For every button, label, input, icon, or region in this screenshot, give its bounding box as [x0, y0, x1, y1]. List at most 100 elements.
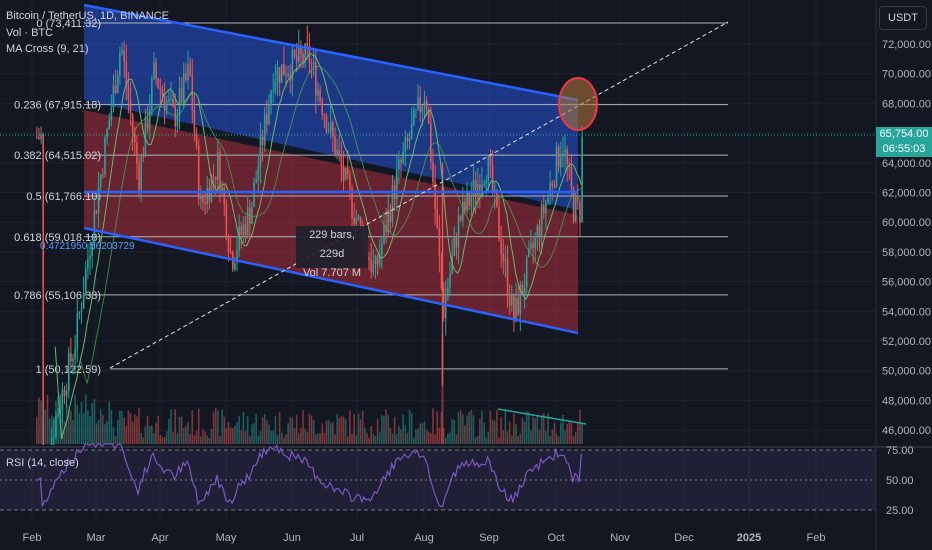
candle-body: [312, 62, 315, 65]
volume-bar: [536, 414, 539, 444]
time-tick-label: Apr: [151, 532, 168, 544]
volume-bar: [383, 416, 385, 444]
rsi-indicator-label[interactable]: RSI (14, close): [6, 457, 79, 469]
volume-bar: [562, 415, 564, 444]
channel-upper-line[interactable]: [83, 3, 579, 102]
candle-body: [72, 358, 74, 362]
candle-body: [370, 259, 373, 273]
volume-bar: [297, 432, 300, 444]
candle-body: [63, 389, 66, 397]
volume-bar: [251, 424, 253, 444]
volume-bar: [304, 428, 306, 444]
candle-body: [146, 117, 149, 129]
candle-body: [372, 264, 375, 273]
price-axis[interactable]: 72,000.0070,000.0068,000.0066,000.0064,0…: [882, 39, 931, 437]
candle-body: [50, 437, 53, 445]
volume-bar: [334, 434, 336, 444]
highlight-ellipse[interactable]: [558, 77, 598, 131]
candle-body: [200, 196, 202, 200]
volume-bar: [359, 419, 362, 444]
candle-body: [491, 165, 494, 193]
candle-body: [76, 313, 79, 349]
volume-bar: [351, 433, 353, 444]
volume-bar: [84, 394, 87, 444]
candle-body: [504, 258, 507, 262]
volume-bar: [212, 411, 215, 444]
measure-volume: Vol 7.707 M: [302, 267, 362, 279]
volume-bar: [400, 429, 402, 444]
candle-body: [42, 133, 44, 445]
volume-bar: [408, 409, 411, 444]
time-tick-label: 2025: [737, 532, 761, 544]
volume-bar: [82, 413, 85, 444]
volume-bar: [44, 409, 47, 444]
volume-bar: [219, 436, 221, 444]
channel-lower-line[interactable]: [83, 226, 579, 335]
candle-body: [204, 202, 206, 205]
currency-button[interactable]: USDT: [879, 6, 927, 30]
volume-trend-line[interactable]: [497, 408, 587, 425]
volume-bar: [61, 404, 64, 444]
candle-body: [266, 114, 268, 124]
volume-bar: [374, 435, 377, 444]
candle-body: [357, 216, 360, 219]
candle-body: [227, 238, 230, 253]
volume-bar: [78, 413, 81, 444]
candle-body: [549, 183, 551, 195]
dashed-trend-line[interactable]: [109, 21, 729, 369]
volume-bar: [413, 437, 415, 444]
last-price-tag: 65,754.00 06:55:03: [876, 127, 932, 157]
candle-body: [208, 187, 211, 202]
candle-body: [572, 188, 575, 222]
fib-retracement[interactable]: 0 (73,411.32) 0.236 (67,915.18) 0.382 (64,…: [14, 18, 728, 376]
volume-bar: [500, 417, 502, 444]
candle-body: [551, 183, 554, 186]
volume-bar: [470, 409, 473, 444]
volume-bar: [127, 410, 130, 444]
candle-body: [40, 133, 42, 139]
volume-bar: [182, 427, 185, 444]
volume-bar: [287, 423, 289, 444]
price-tick-label: 62,000.00: [882, 188, 931, 200]
candle-body: [131, 114, 134, 134]
time-tick-label: Feb: [807, 532, 826, 544]
candle-body: [172, 98, 174, 107]
candle-body: [229, 252, 232, 254]
candle-body: [547, 194, 549, 202]
candle-body: [55, 416, 57, 438]
volume-bar: [174, 409, 177, 444]
volume-bar: [202, 428, 204, 444]
candle-body: [214, 176, 217, 180]
candle-body: [485, 181, 488, 184]
candle-body: [78, 311, 81, 314]
measure-tool-box[interactable]: 229 bars, 229d Vol 7.707 M: [296, 226, 368, 279]
volume-bar: [240, 430, 243, 444]
time-axis[interactable]: Feb Mar Apr May Jun Jul Aug Sep Oct Nov Dec 2025 Feb: [23, 532, 826, 544]
candle-body: [178, 87, 181, 116]
rsi-pane: 75.00 50.00 25.00: [0, 443, 914, 517]
candle-body: [368, 256, 370, 260]
candle-body: [161, 88, 164, 96]
volume-bar: [153, 433, 155, 444]
candle-body: [144, 117, 147, 157]
volume-bar: [144, 426, 147, 444]
volume-indicator-label[interactable]: Vol · BTC: [6, 27, 54, 39]
candle-body: [59, 409, 62, 415]
candle-body: [536, 225, 539, 237]
candle-body: [400, 159, 402, 163]
candle-body: [123, 50, 125, 62]
volume-bar: [208, 437, 211, 444]
candle-body: [136, 142, 138, 164]
candle-body: [395, 169, 398, 200]
candle-body: [310, 63, 313, 65]
volume-bar: [289, 417, 292, 444]
ma-cross-indicator-label[interactable]: MA Cross (9, 21): [6, 43, 89, 55]
volume-bar: [438, 427, 441, 444]
volume-bar: [214, 408, 217, 444]
volume-bar: [197, 408, 200, 444]
candle-body: [557, 147, 560, 168]
volume-bar: [327, 419, 330, 444]
candle-body: [513, 293, 515, 322]
candle-body: [106, 129, 108, 138]
